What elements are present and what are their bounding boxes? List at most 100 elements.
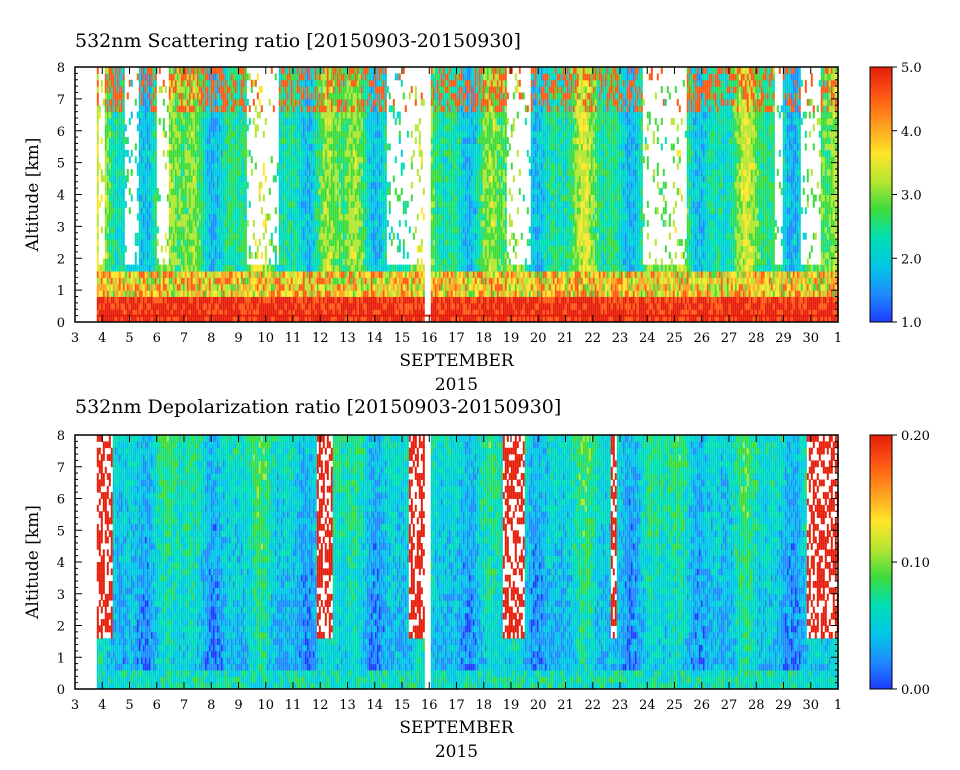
- heatmap-field: [96, 435, 839, 690]
- x-tick-label: 12: [312, 331, 329, 346]
- x-tick-label: 4: [98, 698, 106, 713]
- y-tick-label: 2: [57, 252, 65, 267]
- colorbar-tick-label: 2.0: [901, 252, 922, 267]
- x-tick-label: 8: [207, 331, 215, 346]
- x-tick-label: 17: [448, 698, 465, 713]
- x-tick-label: 23: [612, 331, 629, 346]
- x-tick-label: 25: [666, 698, 683, 713]
- x-tick-label: 29: [775, 698, 792, 713]
- x-tick-label: 9: [234, 698, 242, 713]
- scattering-ratio-panel: 532nm Scattering ratio [20150903-2015093…: [23, 30, 922, 395]
- x-tick-label: 28: [748, 698, 765, 713]
- x-tick-label: 7: [180, 698, 188, 713]
- x-tick-label: 27: [721, 331, 738, 346]
- colorbar-tick-label: 3.0: [901, 189, 922, 204]
- x-tick-label: 16: [421, 331, 438, 346]
- x-tick-label: 13: [339, 331, 356, 346]
- y-tick-label: 8: [57, 429, 65, 444]
- chart-title: 532nm Scattering ratio [20150903-2015093…: [75, 30, 521, 52]
- y-tick-label: 0: [57, 316, 65, 331]
- y-tick-label: 5: [57, 157, 65, 172]
- x-tick-label: 30: [802, 331, 819, 346]
- y-tick-label: 0: [57, 683, 65, 698]
- colorbar-tick-label: 4.0: [901, 125, 922, 140]
- x-tick-label: 26: [693, 698, 710, 713]
- y-tick-label: 8: [57, 61, 65, 76]
- y-tick-label: 1: [57, 284, 65, 299]
- x-tick-label: 24: [639, 698, 656, 713]
- x-axis-year-label: 2015: [435, 375, 478, 395]
- colorbar-tick-label: 0.20: [901, 429, 930, 444]
- x-tick-label: 1: [834, 331, 842, 346]
- x-tick-label: 20: [530, 331, 547, 346]
- colorbar-gradient: [869, 66, 893, 323]
- x-tick-label: 26: [693, 331, 710, 346]
- colorbar-tick-label: 0.00: [901, 683, 930, 698]
- y-axis-label: Altitude [km]: [23, 505, 43, 620]
- x-tick-label: 24: [639, 331, 656, 346]
- x-tick-label: 10: [257, 698, 274, 713]
- x-tick-label: 15: [394, 331, 411, 346]
- x-tick-label: 29: [775, 331, 792, 346]
- y-tick-label: 6: [57, 493, 65, 508]
- x-tick-label: 6: [153, 331, 161, 346]
- x-tick-label: 22: [584, 698, 601, 713]
- x-axis-label: SEPTEMBER: [399, 351, 515, 371]
- x-tick-label: 12: [312, 698, 329, 713]
- x-tick-label: 5: [125, 698, 133, 713]
- y-tick-label: 3: [57, 220, 65, 235]
- y-tick-label: 2: [57, 620, 65, 635]
- x-tick-label: 22: [584, 331, 601, 346]
- chart-title: 532nm Depolarization ratio [20150903-201…: [75, 396, 561, 418]
- x-tick-label: 13: [339, 698, 356, 713]
- x-tick-label: 14: [366, 331, 383, 346]
- y-axis-label: Altitude [km]: [23, 138, 43, 253]
- colorbar-tick-label: 1.0: [901, 316, 922, 331]
- x-tick-label: 19: [503, 331, 520, 346]
- x-tick-label: 17: [448, 331, 465, 346]
- x-tick-label: 5: [125, 331, 133, 346]
- x-tick-label: 20: [530, 698, 547, 713]
- x-tick-label: 18: [475, 331, 492, 346]
- x-tick-label: 3: [71, 698, 79, 713]
- x-tick-label: 21: [557, 698, 574, 713]
- y-tick-label: 3: [57, 588, 65, 603]
- x-tick-label: 9: [234, 331, 242, 346]
- heatmap-field: [96, 67, 839, 323]
- x-tick-label: 27: [721, 698, 738, 713]
- x-tick-label: 19: [503, 698, 520, 713]
- x-tick-label: 15: [394, 698, 411, 713]
- x-tick-label: 25: [666, 331, 683, 346]
- colorbar-gradient: [869, 434, 893, 690]
- y-tick-label: 4: [57, 189, 65, 204]
- x-tick-label: 28: [748, 331, 765, 346]
- y-tick-label: 4: [57, 556, 65, 571]
- x-tick-label: 3: [71, 331, 79, 346]
- y-tick-label: 7: [57, 461, 65, 476]
- y-tick-label: 5: [57, 524, 65, 539]
- x-tick-label: 18: [475, 698, 492, 713]
- x-tick-label: 11: [285, 698, 302, 713]
- x-tick-label: 4: [98, 331, 106, 346]
- x-axis-label: SEPTEMBER: [399, 718, 515, 738]
- y-tick-label: 6: [57, 125, 65, 140]
- x-tick-label: 14: [366, 698, 383, 713]
- x-tick-label: 7: [180, 331, 188, 346]
- x-tick-label: 30: [802, 698, 819, 713]
- x-tick-label: 11: [285, 331, 302, 346]
- x-axis-year-label: 2015: [435, 742, 478, 762]
- x-tick-label: 23: [612, 698, 629, 713]
- x-tick-label: 6: [153, 698, 161, 713]
- colorbar-tick-label: 5.0: [901, 61, 922, 76]
- y-tick-label: 7: [57, 93, 65, 108]
- colorbar: 0.00 0.10 0.20: [869, 429, 930, 698]
- y-tick-label: 1: [57, 651, 65, 666]
- colorbar: 1.0 2.0 3.0 4.0 5.0: [869, 61, 922, 331]
- x-tick-label: 21: [557, 331, 574, 346]
- depolarization-ratio-panel: 532nm Depolarization ratio [20150903-201…: [23, 396, 930, 762]
- x-tick-label: 16: [421, 698, 438, 713]
- colorbar-tick-label: 0.10: [901, 556, 930, 571]
- x-tick-label: 10: [257, 331, 274, 346]
- x-tick-label: 1: [834, 698, 842, 713]
